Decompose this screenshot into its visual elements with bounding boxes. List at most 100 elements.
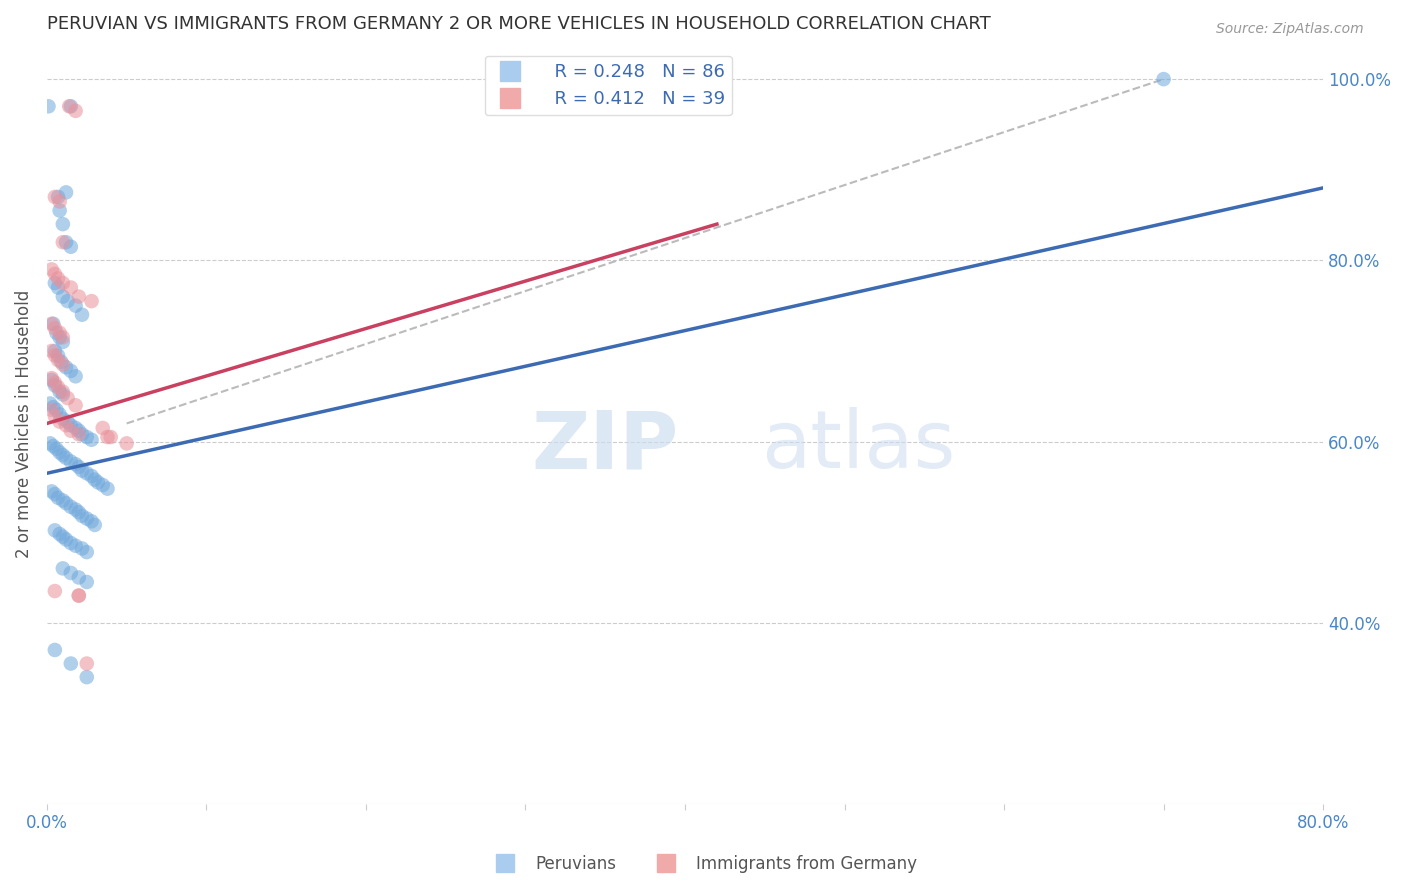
- Point: [46, 349, 69, 363]
- Point: [59, 99, 82, 113]
- Point: [44, 376, 66, 390]
- Text: ZIP: ZIP: [531, 408, 679, 485]
- Point: [96, 482, 118, 496]
- Point: [44, 349, 66, 363]
- Point: [80, 469, 103, 483]
- Point: [56, 391, 79, 405]
- Point: [52, 330, 75, 344]
- Point: [41, 484, 63, 499]
- Point: [1153, 72, 1175, 87]
- Point: [76, 574, 98, 589]
- Point: [52, 235, 75, 250]
- Point: [67, 589, 90, 603]
- Point: [76, 545, 98, 559]
- Point: [76, 430, 98, 444]
- Point: [55, 450, 77, 465]
- Point: [41, 343, 63, 358]
- Point: [44, 487, 66, 501]
- Point: [41, 402, 63, 417]
- Point: [80, 433, 103, 447]
- Point: [39, 396, 62, 410]
- Point: [55, 418, 77, 433]
- Point: [42, 400, 65, 414]
- Point: [65, 502, 87, 516]
- Point: [67, 427, 90, 442]
- Point: [41, 262, 63, 277]
- Point: [59, 240, 82, 254]
- Point: [46, 380, 69, 394]
- Y-axis label: 2 or more Vehicles in Household: 2 or more Vehicles in Household: [15, 289, 32, 558]
- Point: [48, 384, 70, 399]
- Point: [52, 384, 75, 399]
- Point: [52, 276, 75, 290]
- Point: [70, 427, 93, 442]
- Point: [41, 373, 63, 387]
- Point: [87, 475, 110, 490]
- Point: [55, 496, 77, 510]
- Point: [48, 330, 70, 344]
- Point: [76, 670, 98, 684]
- Point: [65, 369, 87, 384]
- Point: [65, 103, 87, 118]
- Point: [45, 326, 67, 340]
- Point: [59, 364, 82, 378]
- Point: [44, 524, 66, 538]
- Point: [46, 280, 69, 294]
- Point: [59, 454, 82, 468]
- Point: [56, 294, 79, 309]
- Point: [115, 436, 138, 450]
- Point: [52, 358, 75, 372]
- Point: [42, 317, 65, 331]
- Point: [44, 643, 66, 657]
- Point: [37, 99, 59, 113]
- Point: [51, 355, 73, 369]
- Point: [52, 493, 75, 508]
- Point: [80, 294, 103, 309]
- Point: [46, 353, 69, 368]
- Point: [41, 371, 63, 385]
- Point: [46, 491, 69, 505]
- Point: [65, 457, 87, 471]
- Point: [65, 421, 87, 435]
- Point: [59, 536, 82, 550]
- Point: [42, 439, 65, 453]
- Point: [76, 657, 98, 671]
- Point: [52, 561, 75, 575]
- Point: [52, 412, 75, 426]
- Point: [44, 321, 66, 335]
- Text: atlas: atlas: [762, 408, 956, 485]
- Point: [70, 308, 93, 322]
- Point: [59, 424, 82, 438]
- Point: [52, 448, 75, 462]
- Point: [44, 378, 66, 392]
- Point: [45, 402, 67, 417]
- Legend:   R = 0.248   N = 86,   R = 0.412   N = 39: R = 0.248 N = 86, R = 0.412 N = 39: [485, 55, 733, 115]
- Point: [48, 415, 70, 429]
- Point: [55, 235, 77, 250]
- Point: [48, 445, 70, 459]
- Point: [65, 539, 87, 553]
- Point: [96, 430, 118, 444]
- Point: [48, 203, 70, 218]
- Point: [65, 398, 87, 412]
- Point: [48, 527, 70, 541]
- Point: [67, 589, 90, 603]
- Point: [46, 271, 69, 285]
- Point: [44, 190, 66, 204]
- Point: [59, 280, 82, 294]
- Point: [70, 508, 93, 523]
- Point: [52, 530, 75, 544]
- Legend: Peruvians, Immigrants from Germany: Peruvians, Immigrants from Germany: [482, 848, 924, 880]
- Point: [59, 566, 82, 580]
- Text: Source: ZipAtlas.com: Source: ZipAtlas.com: [1216, 22, 1364, 37]
- Point: [55, 533, 77, 547]
- Point: [44, 584, 66, 599]
- Point: [91, 478, 114, 492]
- Point: [67, 505, 90, 519]
- Text: PERUVIAN VS IMMIGRANTS FROM GERMANY 2 OR MORE VEHICLES IN HOUSEHOLD CORRELATION : PERUVIAN VS IMMIGRANTS FROM GERMANY 2 OR…: [46, 15, 991, 33]
- Point: [41, 317, 63, 331]
- Point: [44, 409, 66, 424]
- Point: [52, 217, 75, 231]
- Point: [52, 289, 75, 303]
- Point: [44, 267, 66, 281]
